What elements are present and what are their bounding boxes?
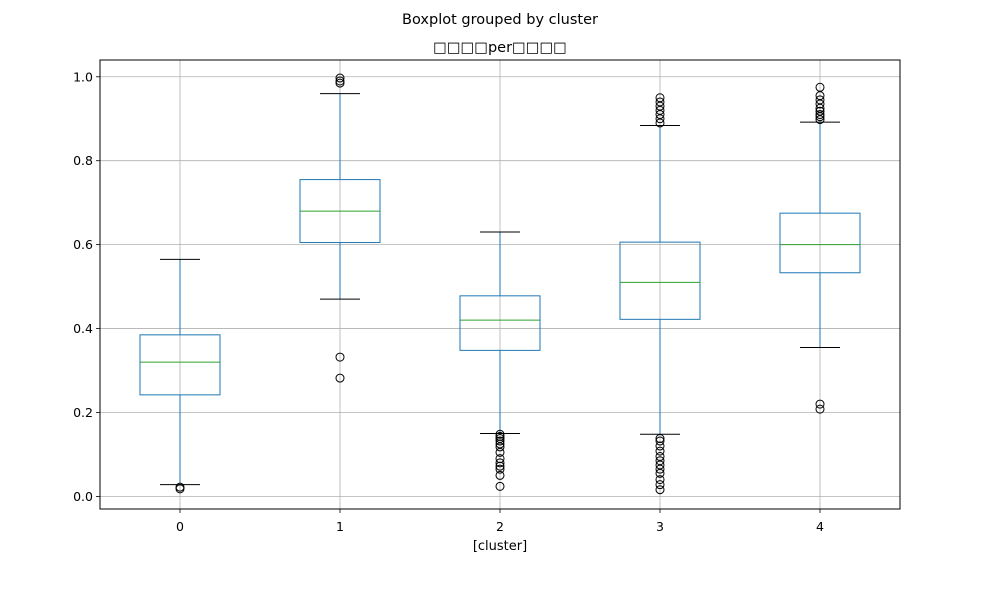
axis-ticks: 0.0 0.2 0.4 0.6 0.8 1.0 0 1 2 3 4 xyxy=(73,69,824,534)
outlier-point xyxy=(335,73,345,83)
outlier-point xyxy=(335,76,345,86)
box-iqr xyxy=(139,334,221,396)
outlier-point xyxy=(655,456,665,466)
outlier-point xyxy=(495,470,505,480)
y-tick-label: 0.2 xyxy=(73,405,93,420)
box-group-1 xyxy=(299,73,381,383)
outlier-point xyxy=(815,95,825,105)
outlier-point xyxy=(495,481,505,491)
outlier-point xyxy=(335,373,345,383)
box-group-0 xyxy=(139,258,221,494)
outlier-point xyxy=(495,431,505,441)
box-group-2 xyxy=(459,231,541,491)
y-tick-label: 1.0 xyxy=(73,69,93,84)
outlier-point xyxy=(495,429,505,439)
box-iqr xyxy=(459,295,541,351)
x-tick-label: 4 xyxy=(816,519,824,534)
outlier-point xyxy=(335,352,345,362)
outlier-point xyxy=(495,458,505,468)
y-tick-label: 0.0 xyxy=(73,489,93,504)
outlier-point xyxy=(815,399,825,409)
box-iqr xyxy=(619,241,701,320)
outlier-point xyxy=(495,464,505,474)
outlier-point xyxy=(655,434,665,444)
x-tick-label: 2 xyxy=(496,519,504,534)
outlier-point xyxy=(175,482,185,492)
outlier-point xyxy=(815,110,825,120)
box-iqr xyxy=(779,212,861,274)
outlier-point xyxy=(495,436,505,446)
box-group-4 xyxy=(779,82,861,414)
y-tick-label: 0.6 xyxy=(73,237,93,252)
outlier-point xyxy=(655,446,665,456)
x-axis-label: [cluster] xyxy=(473,539,527,554)
outlier-point xyxy=(815,404,825,414)
outlier-point xyxy=(335,78,345,88)
x-tick-label: 0 xyxy=(176,519,184,534)
x-tick-label: 1 xyxy=(336,519,344,534)
outlier-point xyxy=(655,480,665,490)
y-tick-label: 0.8 xyxy=(73,153,93,168)
axes-title: □□□□per□□□□ xyxy=(433,40,567,56)
outlier-point xyxy=(655,452,665,462)
outlier-point xyxy=(815,82,825,92)
y-tick-label: 0.4 xyxy=(73,321,93,336)
outlier-point xyxy=(655,93,665,103)
x-tick-label: 3 xyxy=(656,519,664,534)
plot-area xyxy=(139,73,861,495)
outlier-point xyxy=(815,106,825,116)
box-group-3 xyxy=(619,93,701,495)
outlier-point xyxy=(655,475,665,485)
outlier-point xyxy=(655,97,665,107)
outlier-point xyxy=(495,434,505,444)
outlier-point xyxy=(495,454,505,464)
outlier-point xyxy=(655,485,665,495)
outlier-point xyxy=(655,436,665,446)
figure-suptitle: Boxplot grouped by cluster xyxy=(402,12,598,28)
